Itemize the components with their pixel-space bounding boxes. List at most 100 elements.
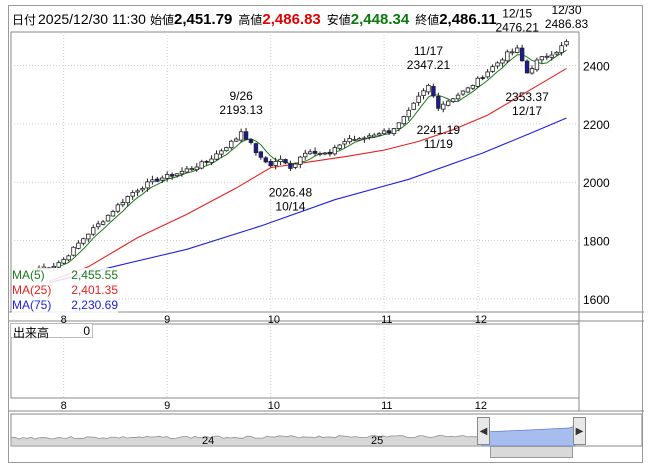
candle-body [465,87,471,93]
candle-body [534,59,540,71]
ohlc-header: 日付 2025/12/30 11:30 始値 2,451.79 高値 2,486… [9,6,642,32]
candle-body [76,242,81,249]
candle-body [406,109,411,118]
x-month-label: 8 [61,314,67,326]
scrollbar-thumb[interactable] [490,446,573,458]
candle-body [475,77,480,87]
candle-body [51,265,56,269]
candle-body [214,153,219,160]
candle-body [303,152,308,158]
candle-body [401,116,407,125]
scroller-year-label: 24 [202,435,214,447]
scroller-year-label: 25 [371,435,383,447]
ma25-legend-name: MA(25) [12,283,52,297]
scroll-right-handle[interactable]: ▶ [573,417,586,445]
candle-body [505,51,510,62]
peak-value-label: 2476.21 [496,20,540,34]
candle-body [71,246,76,256]
x-month-label: 12 [475,314,487,326]
candle-body [179,170,185,175]
candle-body [293,163,298,168]
candle-body [515,47,520,53]
candle-body [199,161,204,169]
candle-body [224,147,229,152]
datetime-value: 2025/12/30 11:30 [38,11,146,27]
candle-body [445,100,451,106]
candle-body [278,158,283,163]
candle-body [441,103,446,110]
volume-x-month-label: 10 [268,400,280,412]
candle-body [322,152,328,155]
scroll-left-handle[interactable]: ◀ [477,417,490,445]
ma25-legend-row: MA(25) 2,401.35 [12,283,118,298]
candle-body [273,160,278,166]
candle-body [283,159,288,164]
volume-x-month-label: 8 [61,400,67,412]
candle-body [332,147,337,155]
candle-body [485,71,490,78]
candle-body [253,143,259,154]
candle-body [135,190,140,193]
candle-body [391,128,397,135]
candle-body [258,151,264,158]
volume-x-month-label: 11 [381,400,392,412]
volume-label: 出来高 [13,326,50,340]
volume-value: 0 [83,324,90,338]
candle-body [470,85,476,89]
candle-body [238,131,244,141]
candle-body [115,204,121,212]
peak-date-label: 11/17 [414,44,443,58]
y-tick-label: 2000 [583,176,610,190]
volume-x-month-label: 12 [475,400,487,412]
candle-body [66,255,71,261]
candle-body [524,60,530,74]
high-value: 2,486.83 [262,10,321,28]
candle-body [416,95,421,103]
candle-body [233,138,239,142]
candle-body [450,98,456,102]
candle-body [169,174,175,177]
candle-body [86,233,91,240]
candle-body [460,90,466,95]
ma5-legend-name: MA(5) [12,268,45,282]
moving-average-legend: MA(5) 2,455.55 MA(25) 2,401.35 MA(75) 2,… [12,268,118,313]
candle-body [263,157,268,163]
ma75-legend-name: MA(75) [12,298,52,312]
candle-body [150,179,155,183]
candle-body [411,102,416,110]
peak-date-label: 9/26 [229,89,253,103]
candle-body [145,181,150,189]
open-label: 始値 [149,12,174,27]
candle-body [510,51,515,54]
candle-body [184,168,190,173]
peak-value-label: 2486.83 [545,17,589,31]
candle-body [164,174,170,179]
ma5-line [58,49,567,267]
candle-body [347,138,352,143]
candle-body [219,150,224,155]
y-tick-label: 1800 [583,235,610,249]
ma5-legend-row: MA(5) 2,455.55 [12,268,118,283]
ma5-legend-value: 2,455.55 [71,268,118,282]
low-value: 2,448.34 [350,10,410,28]
low-label: 安値 [326,12,351,27]
ma75-legend-row: MA(75) 2,230.69 [12,298,118,313]
trough-date-label: 10/14 [275,199,305,213]
volume-x-month-label: 9 [164,400,170,412]
candle-body [337,144,342,149]
x-month-label: 10 [268,314,280,326]
candle-body [91,227,96,235]
trough-value-label: 2353.37 [505,90,549,104]
peak-date-label: 12/15 [502,6,532,20]
candle-body [480,77,485,79]
candle-body [81,238,86,244]
candle-body [352,139,357,141]
candle-body [396,122,402,129]
close-label: 終値 [415,12,440,27]
volume-label-box: 出来高 0 [10,323,93,340]
candle-body [194,166,199,171]
candle-body [120,202,126,206]
candle-body [495,62,500,67]
candle-body [125,196,130,204]
candle-body [529,68,535,74]
